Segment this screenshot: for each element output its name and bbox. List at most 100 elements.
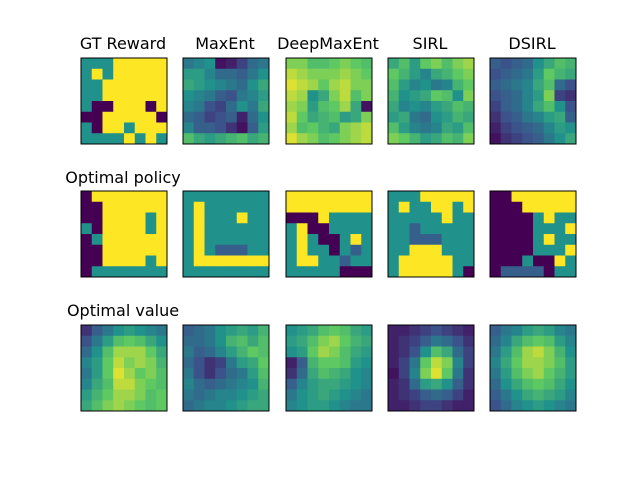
heatmap-cell: [286, 79, 298, 91]
heatmap-cell: [145, 335, 157, 347]
heatmap-cell: [113, 122, 125, 134]
heatmap-cell: [431, 244, 443, 256]
heatmap-cell: [398, 212, 410, 224]
heatmap-cell: [204, 389, 216, 401]
heatmap-cell: [156, 234, 168, 246]
heatmap-cell: [258, 133, 270, 145]
heatmap-cell: [398, 79, 410, 91]
heatmap-cell: [533, 389, 545, 401]
heatmap-cell: [286, 400, 298, 412]
heatmap-cell: [296, 58, 308, 70]
heatmap-cell: [452, 244, 464, 256]
heatmap-cell: [361, 223, 373, 235]
heatmap-cell: [511, 201, 523, 213]
heatmap-cell: [318, 357, 330, 369]
heatmap-cell: [522, 244, 534, 256]
heatmap-cell: [441, 357, 453, 369]
heatmap-cell: [543, 389, 555, 401]
heatmap-cell: [441, 389, 453, 401]
heatmap-cell: [500, 325, 512, 337]
heatmap-cell: [409, 389, 421, 401]
heatmap-cell: [307, 191, 319, 203]
heatmap-cell: [156, 400, 168, 412]
heatmap-cell: [81, 111, 93, 123]
heatmap-cell: [463, 58, 475, 70]
heatmap-cell: [226, 90, 238, 102]
heatmap-cell: [247, 378, 259, 390]
heatmap-cell: [145, 325, 157, 337]
heatmap-cell: [398, 368, 410, 380]
heatmap-cell: [215, 335, 227, 347]
heatmap-cell: [350, 201, 362, 213]
heatmap-cell: [490, 90, 502, 102]
panel-frame: [285, 324, 373, 412]
heatmap-cell: [329, 357, 341, 369]
heatmap-cell: [339, 111, 351, 123]
heatmap-cell: [441, 191, 453, 203]
heatmap-cell: [452, 68, 464, 80]
heatmap-cell: [500, 68, 512, 80]
heatmap-cell: [81, 234, 93, 246]
heatmap-cell: [226, 346, 238, 358]
heatmap-cell: [565, 201, 577, 213]
heatmap-cell: [81, 400, 93, 412]
heatmap-cell: [236, 79, 248, 91]
heatmap-cell: [350, 335, 362, 347]
heatmap-cell: [339, 346, 351, 358]
heatmap-cell: [420, 325, 432, 337]
heatmap-panel-r1-c2: [285, 190, 373, 278]
heatmap-cell: [500, 58, 512, 70]
heatmap-cell: [500, 244, 512, 256]
heatmap-cell: [339, 368, 351, 380]
heatmap-cell: [361, 346, 373, 358]
heatmap-cell: [226, 378, 238, 390]
heatmap-cell: [193, 389, 205, 401]
heatmap-cell: [565, 223, 577, 235]
heatmap-cell: [490, 234, 502, 246]
heatmap-cell: [226, 68, 238, 80]
heatmap-cell: [339, 357, 351, 369]
heatmap-cell: [296, 325, 308, 337]
heatmap-cell: [134, 266, 146, 278]
heatmap-cell: [490, 378, 502, 390]
heatmap-cell: [500, 255, 512, 267]
heatmap-cell: [350, 325, 362, 337]
heatmap-cell: [134, 58, 146, 70]
heatmap-cell: [543, 122, 555, 134]
heatmap-cell: [286, 234, 298, 246]
heatmap-cell: [463, 191, 475, 203]
heatmap-cell: [318, 325, 330, 337]
heatmap-cell: [388, 357, 400, 369]
heatmap-cell: [431, 212, 443, 224]
heatmap-cell: [500, 101, 512, 113]
heatmap-cell: [350, 122, 362, 134]
heatmap-cell: [431, 58, 443, 70]
heatmap-cell: [236, 201, 248, 213]
heatmap-cell: [193, 111, 205, 123]
heatmap-cell: [500, 400, 512, 412]
heatmap-cell: [452, 368, 464, 380]
heatmap-cell: [124, 378, 136, 390]
heatmap-cell: [361, 58, 373, 70]
heatmap-cell: [307, 201, 319, 213]
panel-frame: [182, 57, 270, 145]
heatmap-cell: [490, 201, 502, 213]
heatmap-cell: [500, 133, 512, 145]
heatmap-cell: [307, 266, 319, 278]
heatmap-cell: [286, 201, 298, 213]
heatmap-cell: [361, 325, 373, 337]
heatmap-cell: [409, 368, 421, 380]
heatmap-cell: [307, 400, 319, 412]
heatmap-cell: [113, 368, 125, 380]
heatmap-cell: [307, 212, 319, 224]
heatmap-cell: [361, 244, 373, 256]
heatmap-cell: [215, 255, 227, 267]
heatmap-cell: [236, 346, 248, 358]
heatmap-cell: [286, 68, 298, 80]
heatmap-cell: [81, 79, 93, 91]
heatmap-cell: [215, 368, 227, 380]
heatmap-cell: [247, 255, 259, 267]
heatmap-cell: [441, 223, 453, 235]
heatmap-cell: [215, 58, 227, 70]
heatmap-cell: [318, 368, 330, 380]
